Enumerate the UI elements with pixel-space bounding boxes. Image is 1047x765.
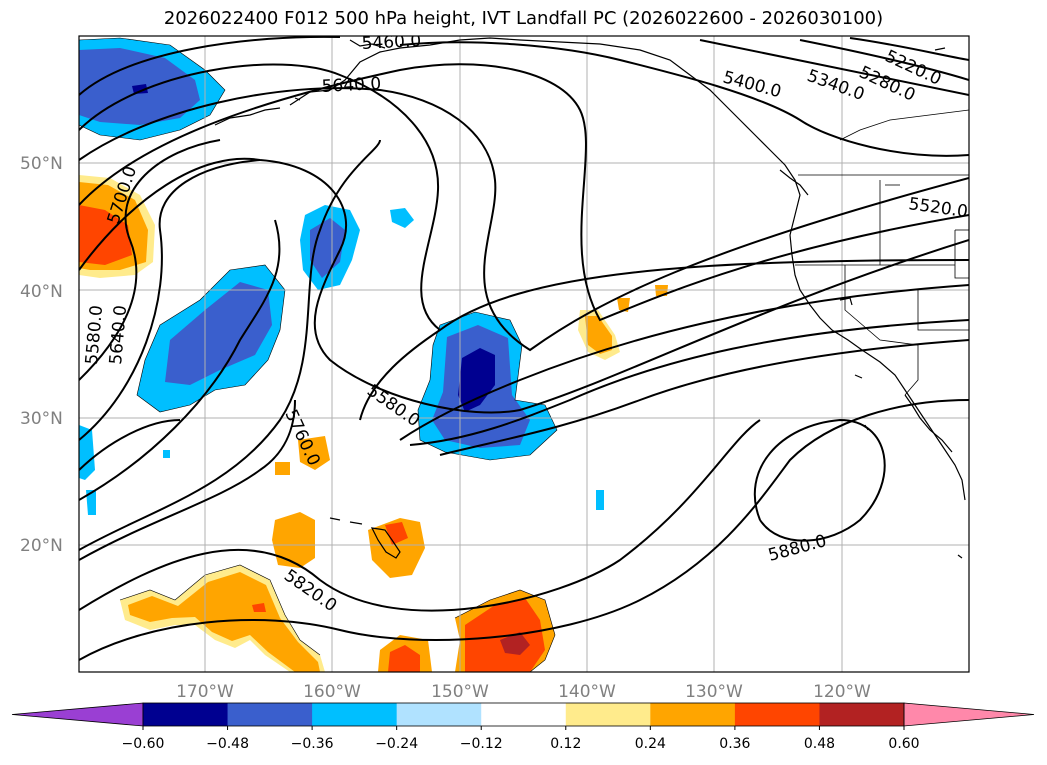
height-contours <box>79 36 969 661</box>
colorbar-extend-high <box>903 702 1035 727</box>
colorbar-frame <box>142 702 905 727</box>
lon-label: 130°W <box>685 682 743 702</box>
colorbar-tick-label: −0.60 <box>122 736 165 752</box>
lat-label: 50°N <box>20 154 63 174</box>
lon-label: 150°W <box>431 682 489 702</box>
contour-label: 5640.0 <box>321 74 381 97</box>
colorbar-segment <box>481 703 567 726</box>
colorbar-tick-label: 0.12 <box>550 736 581 752</box>
colorbar-ticks: −0.60 −0.48 −0.36 −0.24 −0.12 0.12 0.24 0.36 0.4… <box>122 726 920 752</box>
lon-label: 120°W <box>813 682 871 702</box>
colorbar-tick-label: 0.24 <box>635 736 666 752</box>
colorbar-segment <box>819 703 905 726</box>
lon-label: 170°W <box>176 682 234 702</box>
colorbar-segment <box>734 703 820 726</box>
colorbar-extend-low <box>11 702 144 727</box>
colorbar-segment <box>227 703 313 726</box>
colorbar-tick-label: −0.24 <box>375 736 418 752</box>
lon-label: 160°W <box>303 682 361 702</box>
contour-label: 5460.0 <box>361 31 421 54</box>
map-title: 2026022400 F012 500 hPa height, IVT Land… <box>163 8 884 29</box>
colorbar-segment <box>650 703 736 726</box>
colorbar-segment <box>143 703 229 726</box>
map-panel: 5460.0 5640.0 5700.0 5580.0 5640.0 5400.… <box>79 31 969 672</box>
colorbar-tick-label: −0.36 <box>291 736 334 752</box>
colorbar-segment <box>565 703 651 726</box>
colorbar-segment <box>396 703 482 726</box>
graticule <box>79 36 969 672</box>
colorbar-segments <box>11 702 1035 727</box>
map-frame <box>78 35 970 673</box>
colorbar-tick-label: 0.36 <box>719 736 750 752</box>
latitude-labels: 20°N 30°N 40°N 50°N <box>20 154 63 556</box>
lat-label: 40°N <box>20 282 63 302</box>
colorbar-tick-label: −0.48 <box>206 736 249 752</box>
colorbar: −0.60 −0.48 −0.36 −0.24 −0.12 0.12 0.24 0.36 0.4… <box>11 702 1035 752</box>
longitude-labels: 170°W 160°W 150°W 140°W 130°W 120°W <box>176 682 871 702</box>
colorbar-tick-label: 0.60 <box>888 736 919 752</box>
lat-label: 30°N <box>20 409 63 429</box>
colorbar-tick-label: 0.48 <box>804 736 835 752</box>
lat-label: 20°N <box>20 536 63 556</box>
colorbar-segment <box>312 703 398 726</box>
colorbar-tick-label: −0.12 <box>460 736 503 752</box>
coastline <box>214 37 966 559</box>
lon-label: 140°W <box>558 682 616 702</box>
political-borders <box>795 109 969 396</box>
